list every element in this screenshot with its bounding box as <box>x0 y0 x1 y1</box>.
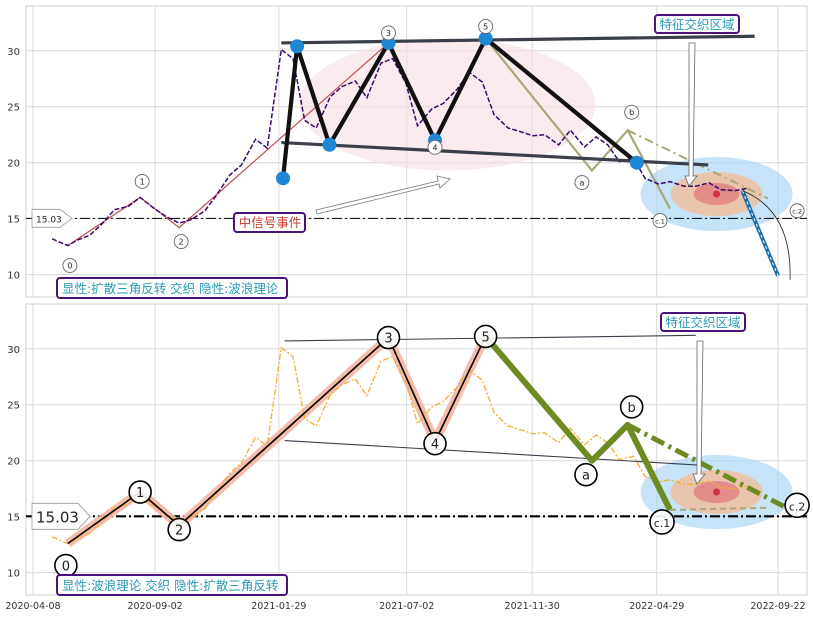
feature-region-arrow <box>692 340 706 485</box>
feature-region-center <box>713 190 721 198</box>
signal-event-label: 中信号事件 <box>239 215 302 230</box>
wave-point-label: 2 <box>179 238 184 247</box>
y-tick-label: 20 <box>7 457 20 468</box>
wave-point-label: 0 <box>67 262 72 271</box>
wave-point-label: 2 <box>175 524 183 539</box>
y-tick-label: 10 <box>7 271 20 282</box>
correction-path <box>484 37 671 210</box>
wave-point-marker <box>473 324 498 349</box>
panel-label: 显性:波浪理论 交织 隐性:扩散三角反转 <box>62 578 278 593</box>
signal-event-box <box>233 212 306 233</box>
wave-point-label: c.1 <box>654 517 671 530</box>
wave-point-label: c.1 <box>655 218 665 226</box>
pivot-node <box>478 31 493 46</box>
x-tick-label: 2020-04-08 <box>5 601 60 612</box>
wave-point-marker <box>167 517 191 542</box>
y-tick-label: 30 <box>7 345 20 356</box>
feature-region-label: 特征交织区域 <box>665 315 740 330</box>
wave-point-label: 0 <box>62 560 70 575</box>
y-tick-label: 25 <box>7 103 20 114</box>
wave-point-marker <box>784 492 810 519</box>
wave-point-marker <box>789 203 805 219</box>
wave-point-marker <box>376 325 401 350</box>
correction-projection <box>626 422 799 516</box>
x-tick-label: 2021-01-29 <box>251 601 306 612</box>
triangle-lower-line <box>284 439 700 466</box>
x-tick-label: 2020-09-02 <box>127 601 182 612</box>
wave-point-label: a <box>580 179 585 188</box>
x-tick-label: 2022-04-29 <box>629 601 684 612</box>
wave-point-marker <box>619 395 644 419</box>
wave-point-label: 1 <box>136 486 144 501</box>
y-tick-label: 25 <box>7 401 20 412</box>
y-tick-label: 15 <box>7 215 20 226</box>
reference-label: 15.03 <box>36 508 79 526</box>
wave-point-marker <box>128 480 152 504</box>
y-tick-label: 10 <box>7 569 20 580</box>
wave-point-marker <box>381 25 396 41</box>
wave-point-marker <box>574 175 590 190</box>
triangle-upper-boundary <box>281 34 755 45</box>
wave-point-label: 5 <box>482 330 490 345</box>
projection-fan <box>742 190 791 280</box>
pivot-node <box>322 137 337 152</box>
wave-point-marker <box>574 462 598 487</box>
feature-region-arrow <box>684 42 698 187</box>
x-tick-label: 2021-07-02 <box>379 601 434 612</box>
reference-label-box <box>31 502 91 530</box>
panel-label: 显性:扩散三角反转 交织 隐性:波浪理论 <box>62 281 279 296</box>
wave-point-label: b <box>628 401 636 416</box>
signal-event-arrow <box>315 175 451 215</box>
panel-label-box <box>56 277 288 299</box>
feature-region-center <box>713 488 721 496</box>
wave-point-marker <box>649 509 675 535</box>
wave-point-label: 5 <box>483 22 488 31</box>
wave-point-marker <box>423 431 447 456</box>
wave-point-marker <box>62 258 78 273</box>
wave-point-label: 3 <box>386 29 391 38</box>
impulse-wave <box>67 336 487 545</box>
pivot-node <box>290 39 305 54</box>
wave-point-marker <box>134 173 150 189</box>
wave-point-label: b <box>629 108 634 117</box>
reference-label: 15.03 <box>36 215 62 225</box>
x-tick-label: 2022-09-22 <box>750 601 805 612</box>
correction-wave <box>483 334 673 512</box>
feature-region-label-box <box>660 312 746 332</box>
wave-point-marker <box>624 104 640 120</box>
wave-point-marker <box>173 234 189 250</box>
pivot-node <box>275 171 290 186</box>
wave-point-marker <box>652 213 668 229</box>
feature-region-label-box <box>654 14 740 34</box>
wave-point-label: a <box>582 469 590 484</box>
pivot-node <box>629 155 644 170</box>
correction-projection-2 <box>670 506 769 511</box>
x-tick-label: 2021-11-30 <box>505 601 560 612</box>
wave-point-marker <box>427 139 443 155</box>
bottom-plot-area <box>25 303 808 596</box>
y-tick-label: 30 <box>7 47 20 58</box>
wave-point-label: 4 <box>431 438 439 453</box>
y-tick-label: 15 <box>7 513 20 524</box>
reference-label-box <box>31 208 73 228</box>
wave-point-label: 3 <box>384 332 392 347</box>
wave-point-label: c.2 <box>789 500 806 513</box>
wave-point-label: c.2 <box>792 208 802 216</box>
wave-point-marker <box>478 19 494 34</box>
y-tick-label: 20 <box>7 159 20 170</box>
projection-line <box>740 189 780 277</box>
wave-point-label: 1 <box>140 177 145 186</box>
feature-region-label: 特征交织区域 <box>659 17 734 32</box>
panel-label-box <box>56 574 288 596</box>
price-series <box>51 346 747 545</box>
wave-point-label: 4 <box>432 143 437 152</box>
